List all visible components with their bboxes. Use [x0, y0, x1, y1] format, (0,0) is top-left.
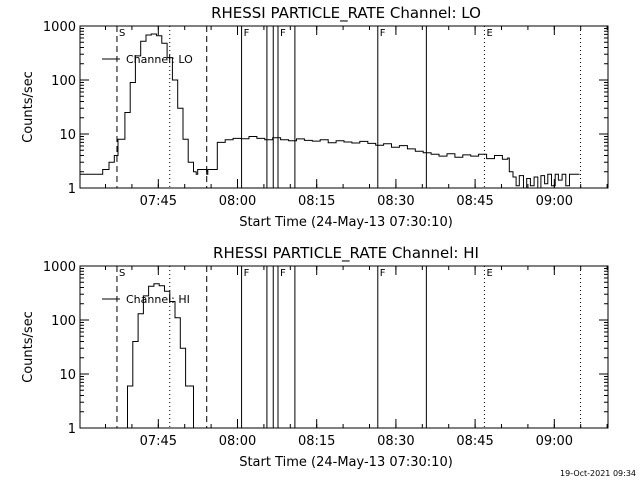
legend-label: Channel: LO [126, 53, 193, 66]
x-tick-label: 08:30 [377, 434, 414, 449]
event-marker-label: F [280, 268, 286, 279]
event-marker-label: F [380, 28, 386, 39]
legend: Channel: LO [102, 53, 193, 66]
x-tick-label: 08:45 [456, 194, 493, 209]
y-tick-label: 100 [51, 74, 76, 89]
event-marker-label: S [119, 268, 125, 279]
x-tick-label: 09:00 [536, 434, 573, 449]
x-tick-label: 07:45 [140, 194, 177, 209]
x-axis-label: Start Time (24-May-13 07:30:10) [239, 455, 453, 470]
event-marker-label: S [119, 28, 125, 39]
y-tick-label: 1 [68, 422, 76, 437]
x-axis-label: Start Time (24-May-13 07:30:10) [239, 215, 453, 230]
event-marker-label: E [486, 28, 492, 39]
event-marker-label: F [380, 268, 386, 279]
series-line [123, 283, 194, 429]
y-axis-label: Counts/sec [21, 71, 36, 143]
y-tick-label: 10 [59, 128, 76, 143]
event-marker-label: E [486, 268, 492, 279]
plot-frame [79, 25, 609, 189]
legend-label: Channel: HI [126, 293, 190, 306]
x-tick-label: 09:00 [536, 194, 573, 209]
x-tick-label: 08:00 [219, 434, 256, 449]
y-tick-label: 100 [51, 314, 76, 329]
plot-frame [79, 265, 609, 429]
panel-hi: RHESSI PARTICLE_RATE Channel: HI 1101001… [21, 244, 609, 470]
event-marker-label: F [244, 268, 250, 279]
series-group [123, 283, 194, 429]
y-axis-label: Counts/sec [21, 311, 36, 383]
x-tick-label: 08:30 [377, 194, 414, 209]
footer-timestamp: 19-Oct-2021 09:34 [560, 469, 636, 478]
panel-lo: RHESSI PARTICLE_RATE Channel: LO 1101001… [21, 4, 609, 230]
event-marker-label: F [280, 28, 286, 39]
x-tick-label: 08:00 [219, 194, 256, 209]
x-tick-label: 08:45 [456, 434, 493, 449]
x-tick-label: 08:15 [298, 194, 335, 209]
series-group [80, 33, 580, 189]
event-marker-label: F [244, 28, 250, 39]
chart-title: RHESSI PARTICLE_RATE Channel: LO [211, 4, 481, 23]
y-tick-label: 1000 [43, 20, 76, 35]
y-tick-label: 10 [59, 368, 76, 383]
x-tick-label: 08:15 [298, 434, 335, 449]
axis-ticks: 1 10 100 1000 07:45 08:00 08:15 08:30 08:45 09:00 [43, 260, 608, 449]
x-tick-label: 07:45 [140, 434, 177, 449]
axis-ticks: 1 10 100 1000 07:45 08:00 08:15 08:30 08:45 09:00 [43, 20, 608, 209]
y-tick-label: 1000 [43, 260, 76, 275]
legend: Channel: HI [102, 293, 190, 306]
series-line [80, 33, 580, 189]
chart-title: RHESSI PARTICLE_RATE Channel: HI [213, 244, 479, 263]
y-tick-label: 1 [68, 182, 76, 197]
